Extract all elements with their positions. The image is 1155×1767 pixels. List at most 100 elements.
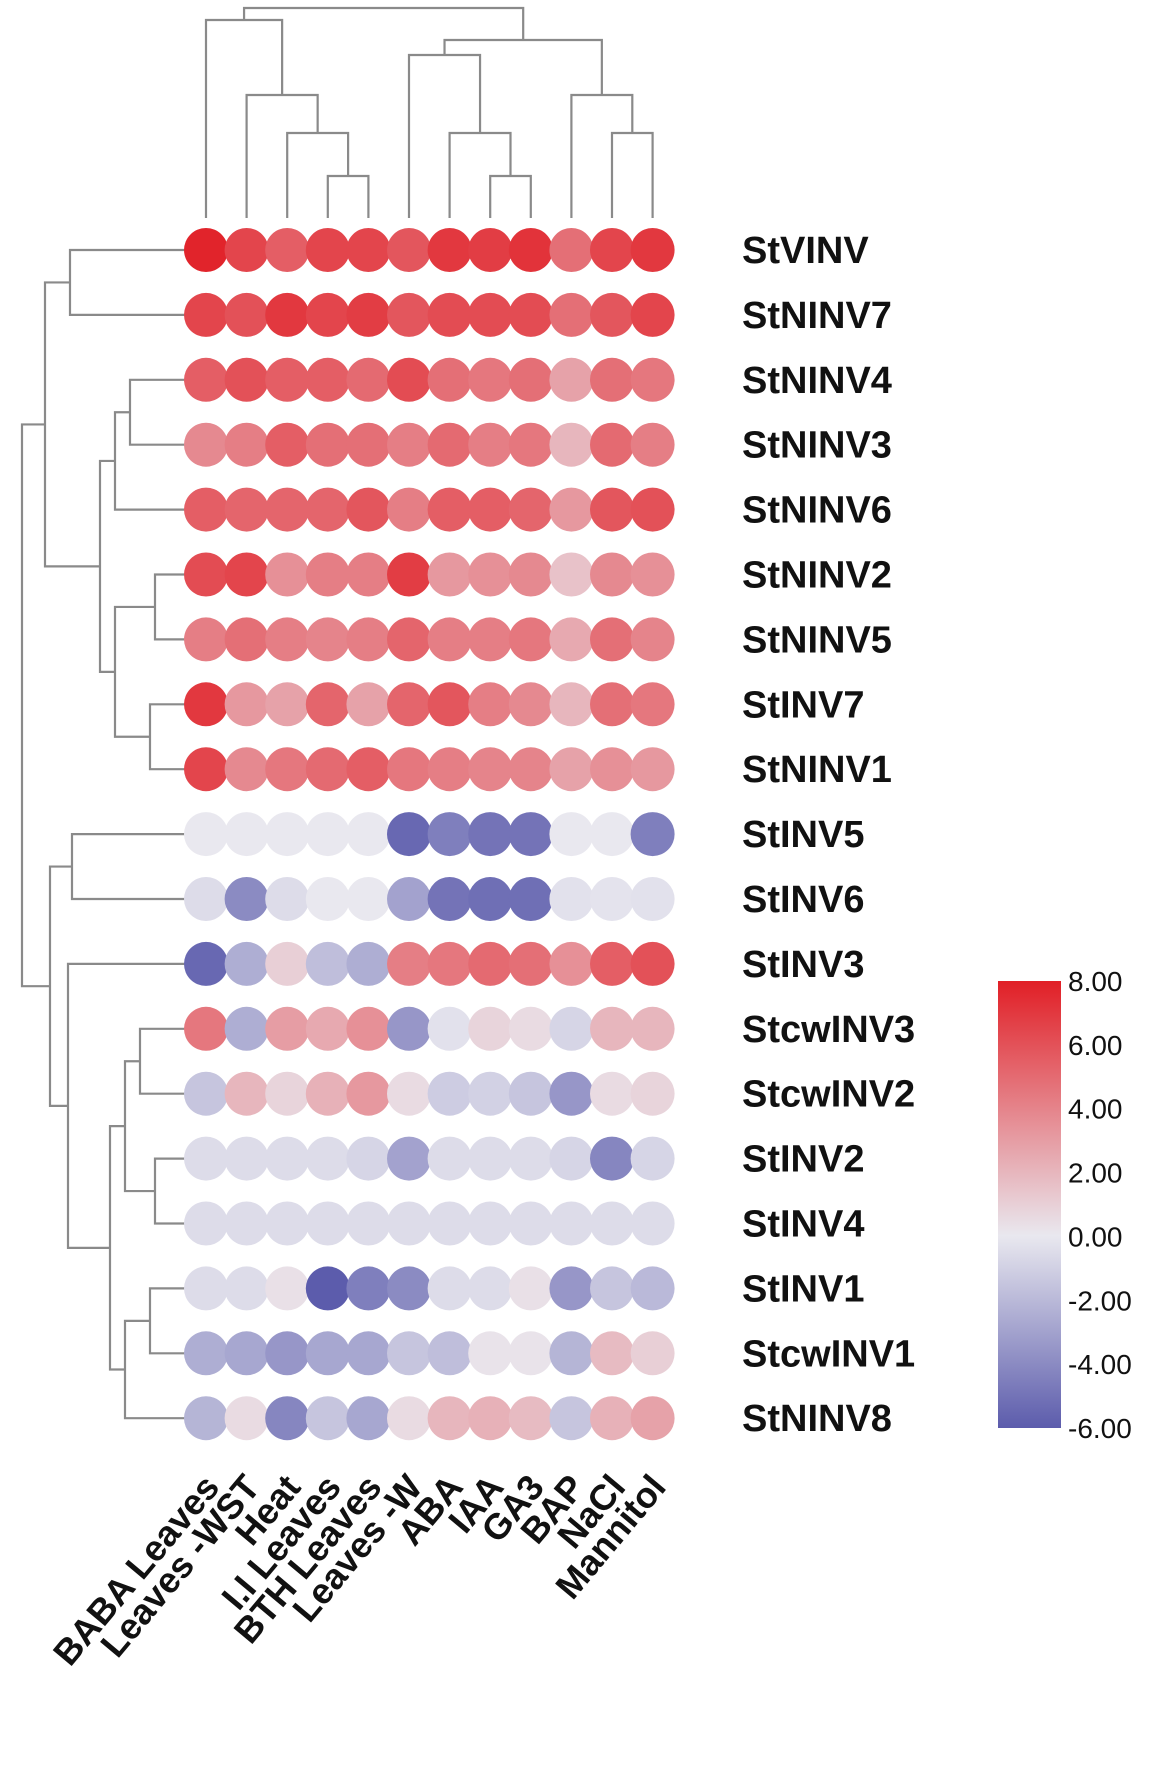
heatmap-cell [224,682,269,727]
heatmap-cell [184,1071,228,1116]
heatmap-cell [184,1136,228,1181]
heatmap-cell [468,1071,513,1116]
heatmap-cell [305,1266,350,1311]
heatmap-cell [549,1201,594,1246]
heatmap-cell [468,1396,513,1441]
heatmap-cell [508,552,553,597]
heatmap-cell [184,1201,228,1246]
heatmap-cell [630,228,675,272]
color-legend: 8.00 6.00 4.00 2.00 0.00 -2.00 -4.00 -6.00 [998,966,1132,1444]
heatmap-cell [427,812,472,857]
heatmap-cell [508,1201,553,1246]
heatmap-cell [590,552,634,597]
heatmap-cell [224,1201,269,1246]
heatmap-cell [427,877,472,921]
colorbar-tick-label: -6.00 [1068,1413,1132,1444]
heatmap-cell [224,1136,269,1181]
heatmap-cell [265,552,310,597]
heatmap-cell [427,747,472,792]
heatmap-cell [427,1136,472,1181]
heatmap-cell [305,422,350,467]
heatmap-cell [427,682,472,727]
heatmap-cell [346,422,391,467]
heatmap-cell [468,812,513,857]
heatmap-cell [184,747,228,792]
heatmap-cell [346,1136,391,1181]
heatmap-cell [549,941,594,986]
heatmap-cell [590,617,634,662]
dendrogram-branch [98,459,115,673]
heatmap-cell [508,682,553,727]
dendrogram-branch [610,131,654,218]
heatmap-cell [508,1331,553,1376]
heatmap-cell [224,487,269,532]
heatmap-cell [387,487,431,532]
heatmap-cell [549,1071,594,1116]
heatmap-cell [549,812,594,857]
heatmap-cell [508,487,553,532]
heatmap-cell [346,1201,391,1246]
heatmap-cell [305,617,350,662]
heatmap-cell [468,1136,513,1181]
heatmap-cell [590,1331,634,1376]
row-label: StNINV2 [742,555,892,597]
dendrogram-branch [138,1027,185,1095]
heatmap-cell [346,812,391,857]
dendrogram-branch [153,1157,185,1225]
heatmap-cell [468,1331,513,1376]
heatmap-cell [590,1071,634,1116]
heatmap-cell [184,228,228,272]
heatmap-cell [224,1006,269,1051]
heatmap-cell [265,877,310,921]
row-label: StINV3 [742,944,864,986]
heatmap-cell [305,877,350,921]
dendrogram-branch [570,93,634,218]
heatmap-cell [305,747,350,792]
heatmap-cell [346,1006,391,1051]
heatmap-cell [346,617,391,662]
heatmap-cell [224,1396,269,1441]
dendrogram-branch [70,833,185,901]
row-labels: StVINV StNINV7 StNINV4 StNINV3 StNINV6 StNINV… [742,230,915,1440]
colorbar-tick-label: -4.00 [1068,1349,1132,1380]
heatmap-cell [265,292,310,337]
row-label: StINV1 [742,1268,864,1310]
heatmap-cell [630,941,675,986]
dendrogram-branch [407,53,482,218]
heatmap-cell [387,1006,431,1051]
heatmap-cell [427,357,472,402]
heatmap-cell [305,1331,350,1376]
column-dendrogram [204,6,654,218]
heatmap-cell [508,1006,553,1051]
heatmap-cell [630,1266,675,1311]
dendrogram-branch [20,423,50,988]
heatmap-cell [549,877,594,921]
heatmap-cell [427,1071,472,1116]
heatmap-cell [184,682,228,727]
heatmap-cell [265,1201,310,1246]
heatmap-cell [265,682,310,727]
dendrogram-branch [128,378,185,446]
row-label: StcwINV2 [742,1074,915,1116]
heatmap-cell [224,422,269,467]
heatmap-cell [630,357,675,402]
heatmap-cell [590,1201,634,1246]
heatmap-cell [427,552,472,597]
heatmap-cell [305,292,350,337]
heatmap-cell [184,1006,228,1051]
heatmap-cell [387,357,431,402]
heatmap-cell [630,487,675,532]
heatmap-cell [549,747,594,792]
heatmap-cell [549,357,594,402]
heatmap-cell [427,228,472,272]
dendrogram-branch [108,1125,125,1371]
heatmap-cell [184,1266,228,1311]
heatmap-cell [305,1071,350,1116]
heatmap-cell [387,1136,431,1181]
heatmap-cell [549,1006,594,1051]
colorbar-tick-label: 4.00 [1068,1094,1123,1125]
heatmap-cell [265,487,310,532]
row-label: StcwINV3 [742,1009,915,1051]
heatmap-cell [468,1266,513,1311]
heatmap-cell [387,1331,431,1376]
